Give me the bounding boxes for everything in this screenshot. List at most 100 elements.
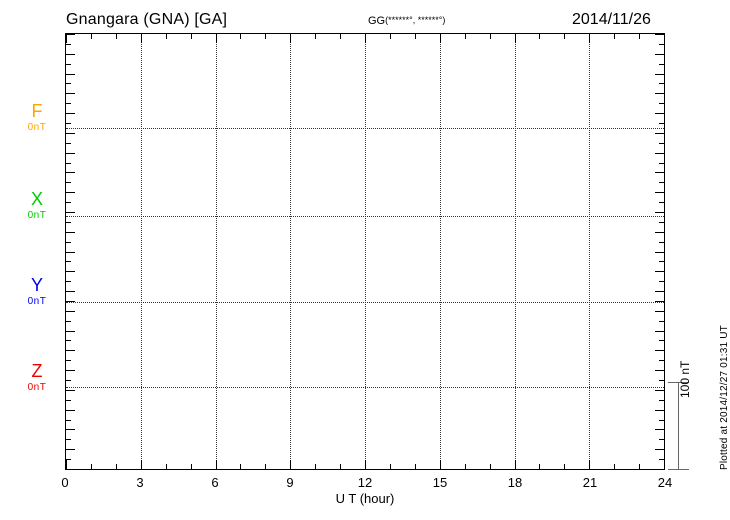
axis-ticks xyxy=(66,34,665,470)
y-tick-right xyxy=(655,231,664,233)
x-tick-top xyxy=(439,34,441,43)
x-tick-bottom xyxy=(240,464,242,469)
x-tick-top xyxy=(365,34,366,43)
coordinate-longitude: ******° xyxy=(417,15,443,25)
scale-bar-bottom-cap xyxy=(668,469,689,470)
y-tick-left xyxy=(66,231,75,233)
x-tick-top xyxy=(115,34,117,39)
x-tick-bottom xyxy=(315,464,317,469)
x-tick-bottom xyxy=(439,460,441,469)
x-tick-bottom xyxy=(165,464,167,469)
y-tick-right xyxy=(659,182,664,184)
y-tick-right xyxy=(659,380,664,382)
y-tick-left xyxy=(66,271,75,273)
component-baseline-value-z: 0nT xyxy=(27,381,47,393)
x-tick-bottom xyxy=(589,460,591,469)
y-tick-left xyxy=(66,162,71,164)
observation-date: 2014/11/26 xyxy=(572,11,651,28)
y-tick-left xyxy=(66,132,75,134)
x-axis-title: U T (hour) xyxy=(335,491,395,506)
y-tick-right xyxy=(659,162,664,164)
vertical-gridline xyxy=(215,34,217,469)
x-tick-bottom xyxy=(389,464,391,469)
y-tick-right xyxy=(659,43,664,45)
y-tick-left xyxy=(66,399,71,401)
y-tick-right xyxy=(659,419,664,421)
y-tick-right xyxy=(655,449,664,451)
y-tick-right xyxy=(655,73,664,75)
y-tick-left xyxy=(66,202,71,204)
y-tick-left xyxy=(66,221,71,223)
y-tick-left xyxy=(66,380,71,382)
vertical-gridline xyxy=(140,34,142,469)
x-tick-top xyxy=(664,34,665,43)
component-letter-x: X xyxy=(30,189,43,210)
gridlines xyxy=(66,34,664,469)
x-tick-top xyxy=(290,34,292,43)
y-tick-left xyxy=(66,439,71,441)
x-tick-top xyxy=(240,34,242,39)
scale-bar-label: 100 nT xyxy=(678,360,692,398)
vertical-gridline xyxy=(290,34,292,469)
x-tick-top xyxy=(489,34,491,39)
y-tick-left xyxy=(66,122,71,124)
x-tick-top xyxy=(340,34,342,39)
y-tick-right xyxy=(659,83,664,85)
y-tick-right xyxy=(655,469,664,470)
x-tick-label: 12 xyxy=(357,475,373,490)
y-tick-left xyxy=(66,211,75,213)
y-tick-left xyxy=(66,241,71,243)
coordinate-latitude: ******° xyxy=(388,15,413,25)
y-tick-right xyxy=(659,221,664,223)
plotted-timestamp: Plotted at 2014/12/27 01:31 UT xyxy=(719,325,730,470)
y-tick-right xyxy=(655,350,664,352)
y-tick-left xyxy=(66,310,75,312)
y-tick-left xyxy=(66,409,75,411)
x-tick-bottom xyxy=(365,460,366,469)
x-tick-bottom xyxy=(265,464,267,469)
y-tick-right xyxy=(655,271,664,273)
x-tick-bottom xyxy=(215,460,217,469)
component-letter-y: Y xyxy=(30,275,43,296)
y-tick-left xyxy=(66,320,71,322)
y-tick-left xyxy=(66,281,71,283)
x-tick-top xyxy=(539,34,541,39)
x-tick-bottom xyxy=(140,460,142,469)
x-tick-top xyxy=(215,34,217,43)
baseline-gridline-x xyxy=(66,216,664,218)
x-tick-top xyxy=(315,34,317,39)
y-tick-left xyxy=(66,360,71,362)
y-tick-right xyxy=(655,93,664,95)
y-tick-right xyxy=(655,34,664,35)
component-label-y: Y 0nT xyxy=(14,276,60,307)
y-tick-right xyxy=(659,281,664,283)
x-tick-top xyxy=(90,34,92,39)
y-tick-right xyxy=(659,340,664,342)
y-tick-right xyxy=(655,409,664,411)
y-tick-right xyxy=(655,330,664,332)
y-tick-right xyxy=(655,211,664,213)
y-tick-left xyxy=(66,291,75,293)
coordinate-open-paren: ( xyxy=(385,15,389,25)
component-label-z: Z 0nT xyxy=(14,362,60,393)
x-tick-top xyxy=(564,34,566,39)
component-label-x: X 0nT xyxy=(14,190,60,221)
x-tick-bottom xyxy=(514,460,516,469)
component-label-f: F 0nT xyxy=(14,102,60,133)
x-tick-bottom xyxy=(90,464,92,469)
x-tick-top xyxy=(589,34,591,43)
x-tick-top xyxy=(414,34,416,39)
x-tick-label: 24 xyxy=(657,475,673,490)
coordinate-close-paren: ) xyxy=(442,15,446,25)
baseline-gridline-z xyxy=(66,387,664,389)
x-tick-bottom xyxy=(614,464,616,469)
y-tick-left xyxy=(66,83,71,85)
x-tick-label: 9 xyxy=(286,475,294,490)
x-tick-top xyxy=(614,34,616,39)
y-tick-left xyxy=(66,330,75,332)
baseline-gridline-f xyxy=(66,128,664,130)
x-tick-top xyxy=(190,34,192,39)
y-tick-right xyxy=(659,241,664,243)
component-letter-z: Z xyxy=(31,360,43,381)
